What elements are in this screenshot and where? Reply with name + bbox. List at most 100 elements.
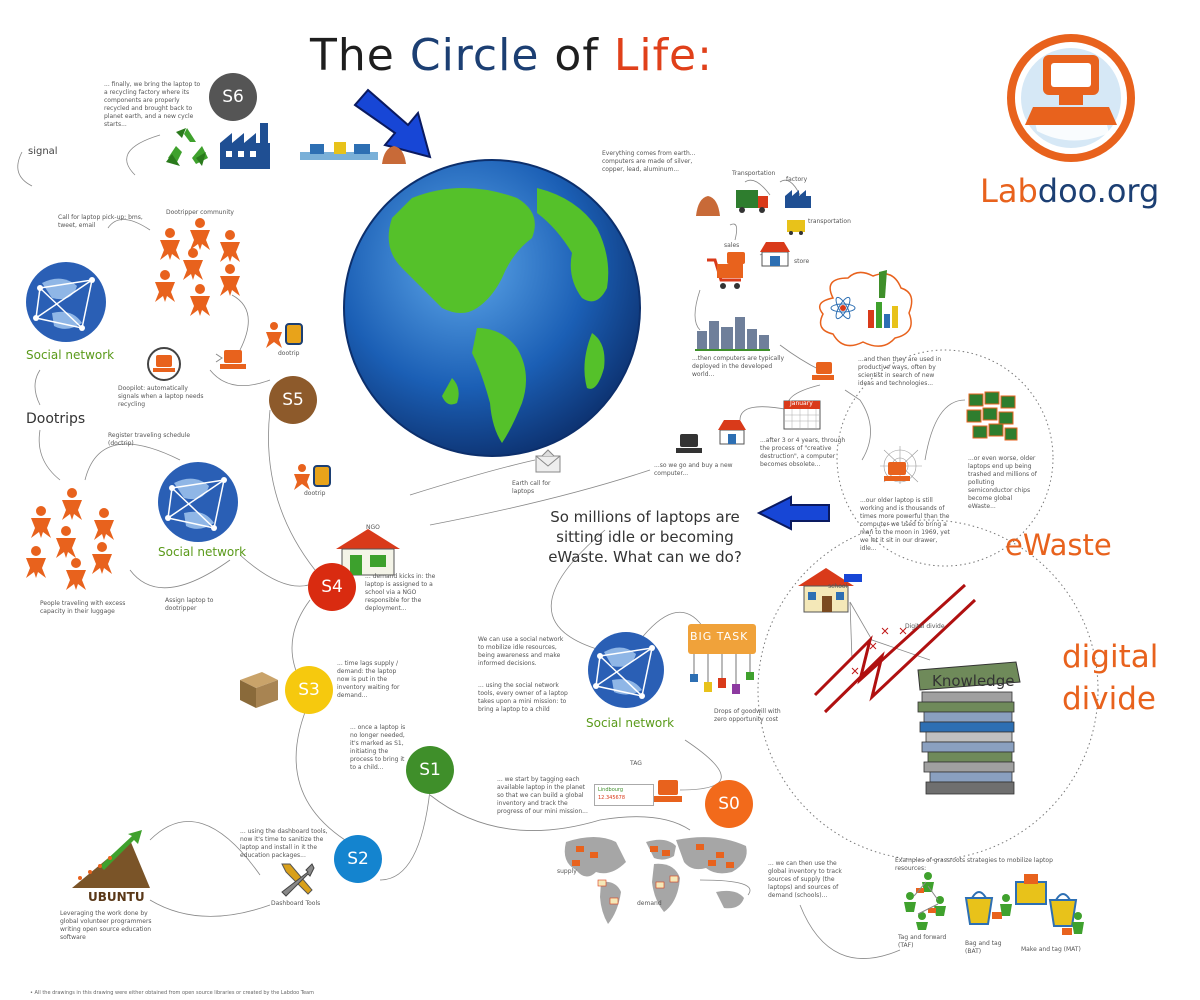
social-network-globe-2-icon xyxy=(158,462,238,542)
arrow-left-icon xyxy=(756,495,830,531)
note-ubuntu: Leveraging the work done by global volun… xyxy=(60,910,152,941)
social-network-label-2: Social network xyxy=(158,545,247,559)
note-doopilot: Doopilot: automatically signals when a l… xyxy=(118,385,204,408)
travelers-people-icon xyxy=(26,488,114,590)
social-network-globe-icon xyxy=(26,262,106,342)
note-earth: Everything comes from earth... computers… xyxy=(602,150,696,173)
ngo-label: NGO xyxy=(366,524,380,531)
delivery-truck-icon xyxy=(787,220,805,235)
note-s6: ... finally, we bring the laptop to a re… xyxy=(104,81,201,128)
note-global: ... we can then use the global inventory… xyxy=(768,860,842,899)
social-network-label-3: Social network xyxy=(586,716,675,730)
factory-icon xyxy=(220,123,270,169)
digital-divide-small-label: Digital divide xyxy=(905,623,945,630)
mineral-icon xyxy=(382,146,406,164)
dashboard-tools-icon xyxy=(281,863,315,897)
community-people-icon xyxy=(155,218,240,316)
school-label: school xyxy=(828,583,848,590)
stage-s1-badge[interactable]: S1 xyxy=(406,746,454,794)
calendar-month-label: January xyxy=(790,400,813,407)
truck-icon xyxy=(736,190,768,213)
labdoo-logo-icon xyxy=(1007,34,1135,162)
transportation-label: Transportation xyxy=(732,170,776,177)
note-travelers: People traveling with excess capacity in… xyxy=(40,600,126,615)
tagged-laptop-icon xyxy=(654,780,682,802)
central-question: So millions of laptops are sitting idle … xyxy=(548,508,742,566)
email-envelope-icon xyxy=(535,449,561,473)
sales-label: sales xyxy=(724,242,740,249)
dootrip-traveler-icon xyxy=(266,322,303,348)
signal-label: signal xyxy=(28,146,58,157)
store-icon-2 xyxy=(718,420,746,445)
mineral-icon-2 xyxy=(696,196,720,216)
bag-and-tag-icon xyxy=(964,891,1012,925)
footnote: • All the drawings in this drawing were … xyxy=(30,990,314,996)
recycle-icon xyxy=(166,128,208,166)
note-older: ...our older laptop is still working and… xyxy=(860,497,950,552)
school-house-icon xyxy=(798,568,862,613)
note-used: ...and then they are used in productive … xyxy=(858,356,942,387)
knowledge-label: Knowledge xyxy=(932,672,1015,690)
bat-label: Bag and tag (BAT) xyxy=(965,940,1002,955)
make-and-tag-icon xyxy=(1015,874,1084,935)
note-buy: ...so we go and buy a new computer... xyxy=(654,462,733,477)
assembly-line-icon xyxy=(300,142,378,160)
note-drops: Drops of goodwill with zero opportunity … xyxy=(714,708,781,723)
stage-s4-badge[interactable]: S4 xyxy=(308,563,356,611)
transportation-label-2: transportation xyxy=(808,218,851,225)
demand-label: demand xyxy=(637,900,662,907)
note-examples: Examples of grassroots strategies to mob… xyxy=(895,857,1053,872)
earth-globe-icon xyxy=(343,159,641,457)
note-deployed: ...then computers are typically deployed… xyxy=(692,355,785,378)
dootrip-label: dootrip xyxy=(278,350,300,357)
laptop-used-icon xyxy=(812,362,834,380)
note-callpickup: Call for laptop pick-up: bms, tweet, ema… xyxy=(58,214,143,229)
page-title: The Circle of Life: xyxy=(310,30,713,81)
stage-s0-badge[interactable]: S0 xyxy=(705,780,753,828)
note-social2: ... using the social network tools, ever… xyxy=(478,682,568,713)
note-obsolete: ...after 3 or 4 years, through the proce… xyxy=(760,437,846,468)
store-icon xyxy=(760,242,790,267)
calendar-icon xyxy=(783,400,821,430)
doopilot-laptop-icon xyxy=(147,347,181,381)
factory-label: factory xyxy=(786,176,808,183)
note-s4: ... demand kicks in: the laptop is assig… xyxy=(365,573,436,612)
mat-label: Make and tag (MAT) xyxy=(1021,946,1081,953)
dashboard-tools-label: Dashboard Tools xyxy=(271,900,321,907)
note-assign: Assign laptop to dootripper xyxy=(165,597,214,612)
cobweb-laptop-icon xyxy=(880,446,922,484)
dootrip-label-2: dootrip xyxy=(304,490,326,497)
note-s1: ... once a laptop is no longer needed, i… xyxy=(350,724,406,771)
tag-and-forward-icon xyxy=(904,872,946,930)
new-laptop-icon xyxy=(676,434,702,453)
note-s2: ... using the dashboard tools, now it's … xyxy=(240,828,328,859)
stage-s2-badge[interactable]: S2 xyxy=(334,835,382,883)
idea-cloud-icon xyxy=(818,270,913,347)
note-register: Register traveling schedule (doctrip) xyxy=(108,432,191,447)
big-task-label: BIG TASK xyxy=(690,630,749,643)
social-network-label: Social network xyxy=(26,348,115,362)
social-network-globe-3-icon xyxy=(588,632,664,708)
store-label: store xyxy=(794,258,810,265)
signal-laptop-icon xyxy=(215,350,246,369)
package-icon xyxy=(240,672,278,708)
labdoo-brand: Labdoo.org xyxy=(980,172,1160,210)
city-skyline-icon xyxy=(695,317,770,351)
laptop-tag: Lindbourg 12.345678 xyxy=(594,784,654,806)
world-map-icon xyxy=(564,837,747,924)
ewaste-heading: eWaste xyxy=(1005,528,1112,562)
stage-s3-badge[interactable]: S3 xyxy=(285,666,333,714)
taf-label: Tag and forward (TAF) xyxy=(898,934,947,949)
stage-s6-badge[interactable]: S6 xyxy=(209,73,257,121)
shopping-cart-icon xyxy=(707,252,745,289)
ngo-school-icon xyxy=(336,529,400,576)
arrow-to-earth-icon xyxy=(353,88,432,159)
ewaste-chips-icon xyxy=(966,391,1018,441)
tag-label: TAG xyxy=(630,760,642,767)
note-earthcall: Earth call for laptops xyxy=(512,480,551,495)
stage-s5-badge[interactable]: S5 xyxy=(269,376,317,424)
supply-label: supply xyxy=(557,868,577,875)
note-social: We can use a social network to mobilize … xyxy=(478,636,564,667)
dootripper-community-label: Dootripper community xyxy=(166,209,234,216)
